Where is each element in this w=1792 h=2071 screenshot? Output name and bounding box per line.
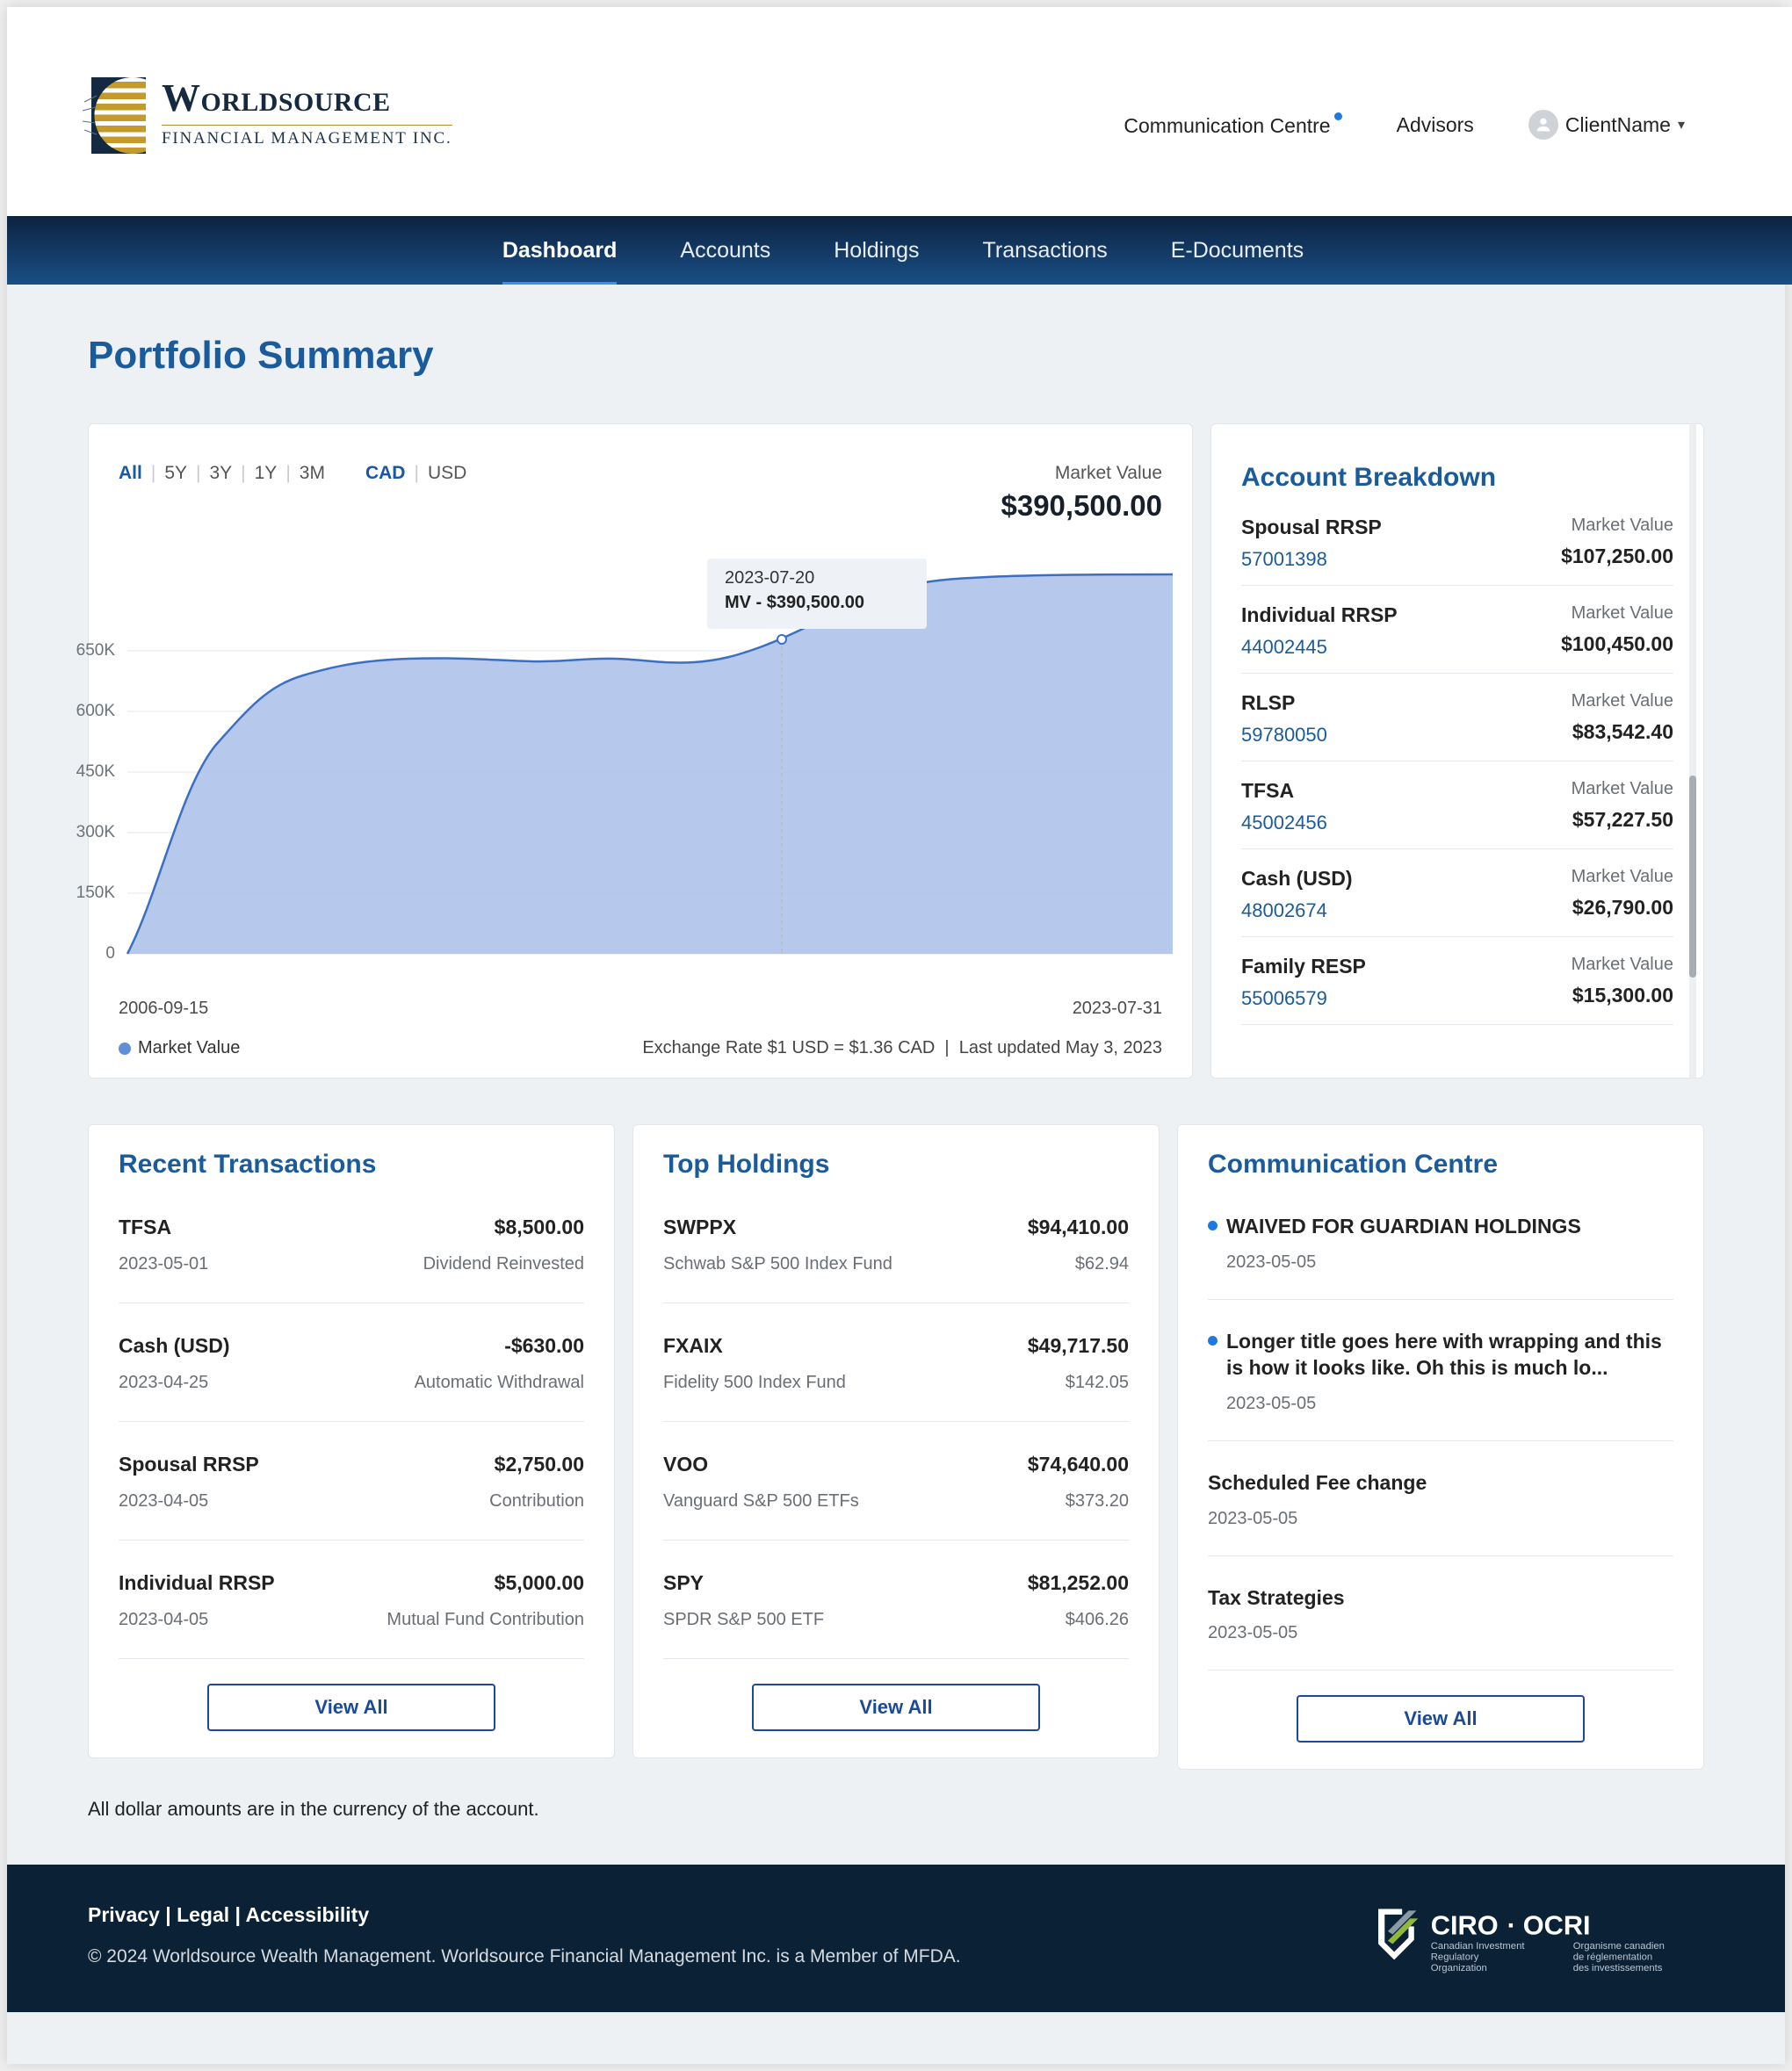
svg-text:·: · xyxy=(1507,1910,1516,1941)
svg-text:Canadian Investment: Canadian Investment xyxy=(1431,1941,1526,1952)
svg-text:150K: 150K xyxy=(76,884,116,902)
svg-text:de réglementation: de réglementation xyxy=(1573,1952,1652,1963)
svg-text:Organisme canadien: Organisme canadien xyxy=(1573,1941,1665,1952)
svg-text:2023-07-20: 2023-07-20 xyxy=(725,568,814,588)
svg-text:0: 0 xyxy=(105,944,115,963)
svg-text:Organization: Organization xyxy=(1431,1964,1487,1974)
svg-text:des investissements: des investissements xyxy=(1573,1964,1663,1974)
svg-text:MV - $390,500.00: MV - $390,500.00 xyxy=(725,593,864,612)
svg-text:Regulatory: Regulatory xyxy=(1431,1952,1479,1963)
svg-text:OCRI: OCRI xyxy=(1523,1910,1591,1941)
svg-text:650K: 650K xyxy=(76,641,116,660)
svg-text:600K: 600K xyxy=(76,702,116,720)
svg-text:450K: 450K xyxy=(76,762,116,781)
svg-text:300K: 300K xyxy=(76,823,116,841)
svg-text:CIRO: CIRO xyxy=(1431,1910,1499,1941)
